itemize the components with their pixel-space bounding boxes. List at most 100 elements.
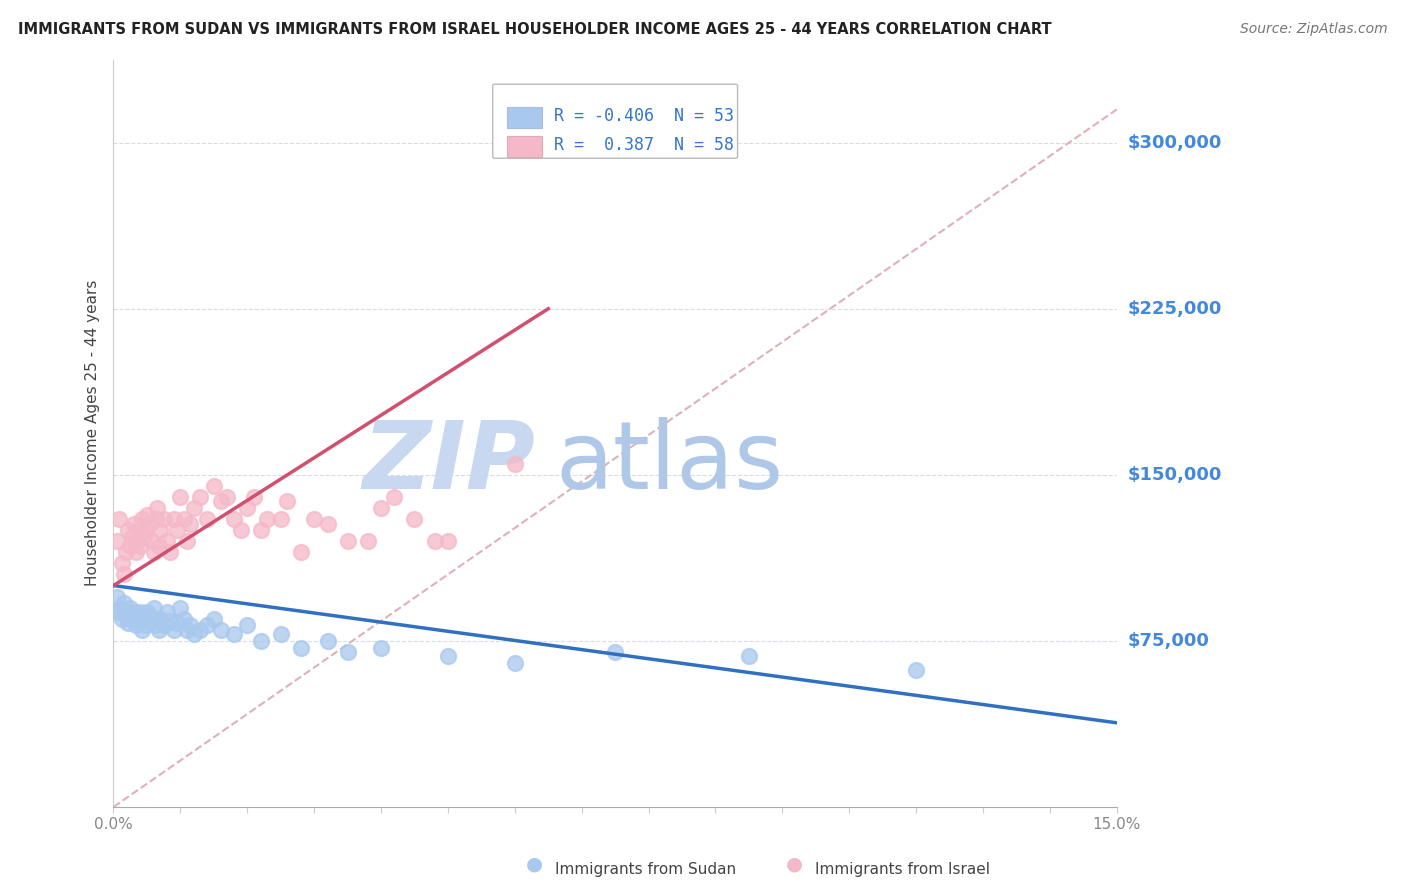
Point xyxy=(112,596,135,610)
Bar xyxy=(506,136,541,157)
Point xyxy=(145,512,167,526)
Point xyxy=(163,512,186,526)
Point xyxy=(222,512,245,526)
Text: Immigrants from Sudan: Immigrants from Sudan xyxy=(555,863,737,877)
Point xyxy=(148,623,170,637)
Text: $150,000: $150,000 xyxy=(1128,466,1222,483)
Bar xyxy=(506,107,541,128)
Point xyxy=(169,600,191,615)
Point xyxy=(176,534,198,549)
Point xyxy=(173,612,195,626)
Point xyxy=(110,612,132,626)
Point xyxy=(209,494,232,508)
Point xyxy=(173,512,195,526)
Point xyxy=(120,600,142,615)
Point xyxy=(121,530,143,544)
Point xyxy=(195,512,218,526)
Point xyxy=(256,512,278,526)
Point xyxy=(128,614,150,628)
Point xyxy=(316,516,339,531)
Point xyxy=(129,539,152,553)
Text: $300,000: $300,000 xyxy=(1128,134,1222,152)
Point xyxy=(276,494,298,508)
Text: ●: ● xyxy=(526,855,543,873)
Text: Source: ZipAtlas.com: Source: ZipAtlas.com xyxy=(1240,22,1388,37)
Point xyxy=(222,627,245,641)
Point xyxy=(149,523,172,537)
Point xyxy=(110,557,132,571)
Point xyxy=(166,523,188,537)
Text: ●: ● xyxy=(786,855,803,873)
Text: Immigrants from Israel: Immigrants from Israel xyxy=(815,863,990,877)
Point xyxy=(112,567,135,582)
Point xyxy=(384,490,406,504)
Point xyxy=(131,512,153,526)
Point xyxy=(163,623,186,637)
Text: ZIP: ZIP xyxy=(361,417,534,509)
Point xyxy=(132,612,155,626)
Point xyxy=(114,545,136,559)
Point xyxy=(152,512,174,526)
Point xyxy=(605,645,627,659)
Point xyxy=(437,649,460,664)
Point xyxy=(136,605,159,619)
Point xyxy=(115,609,138,624)
Point xyxy=(131,623,153,637)
Text: IMMIGRANTS FROM SUDAN VS IMMIGRANTS FROM ISRAEL HOUSEHOLDER INCOME AGES 25 - 44 : IMMIGRANTS FROM SUDAN VS IMMIGRANTS FROM… xyxy=(18,22,1052,37)
Point xyxy=(120,539,142,553)
Point xyxy=(142,600,165,615)
Point xyxy=(905,663,928,677)
Point xyxy=(179,516,201,531)
Point xyxy=(117,616,139,631)
Point xyxy=(336,534,359,549)
Point xyxy=(738,649,761,664)
Point xyxy=(229,523,252,537)
Point xyxy=(270,512,292,526)
Point xyxy=(135,523,157,537)
Point xyxy=(209,623,232,637)
Point xyxy=(152,618,174,632)
Point xyxy=(124,545,146,559)
Point xyxy=(202,612,225,626)
Point xyxy=(243,490,266,504)
Point xyxy=(217,490,239,504)
Point xyxy=(114,605,136,619)
Point xyxy=(183,501,205,516)
Point xyxy=(183,627,205,641)
Point xyxy=(249,633,271,648)
Point xyxy=(128,523,150,537)
Text: R = -0.406  N = 53: R = -0.406 N = 53 xyxy=(554,107,734,125)
Text: $75,000: $75,000 xyxy=(1128,632,1209,650)
Point xyxy=(236,501,259,516)
Point xyxy=(145,618,167,632)
Point xyxy=(236,618,259,632)
Point xyxy=(136,508,159,522)
Point xyxy=(179,618,201,632)
Point xyxy=(503,656,526,670)
Point xyxy=(132,530,155,544)
Point xyxy=(423,534,446,549)
Point xyxy=(159,545,181,559)
Point xyxy=(139,609,162,624)
Point xyxy=(370,640,392,655)
Point xyxy=(249,523,271,537)
FancyBboxPatch shape xyxy=(492,84,738,158)
Point xyxy=(270,627,292,641)
Point xyxy=(142,545,165,559)
Point xyxy=(190,623,212,637)
Point xyxy=(121,612,143,626)
Point xyxy=(108,600,131,615)
Point xyxy=(302,512,325,526)
Point xyxy=(290,545,312,559)
Point xyxy=(336,645,359,659)
Point xyxy=(117,523,139,537)
Text: R =  0.387  N = 58: R = 0.387 N = 58 xyxy=(554,136,734,153)
Point xyxy=(105,534,128,549)
Point xyxy=(149,612,172,626)
Point xyxy=(139,516,162,531)
Point xyxy=(437,534,460,549)
Point xyxy=(166,616,188,631)
Point xyxy=(135,618,157,632)
Point xyxy=(316,633,339,648)
Point xyxy=(122,516,145,531)
